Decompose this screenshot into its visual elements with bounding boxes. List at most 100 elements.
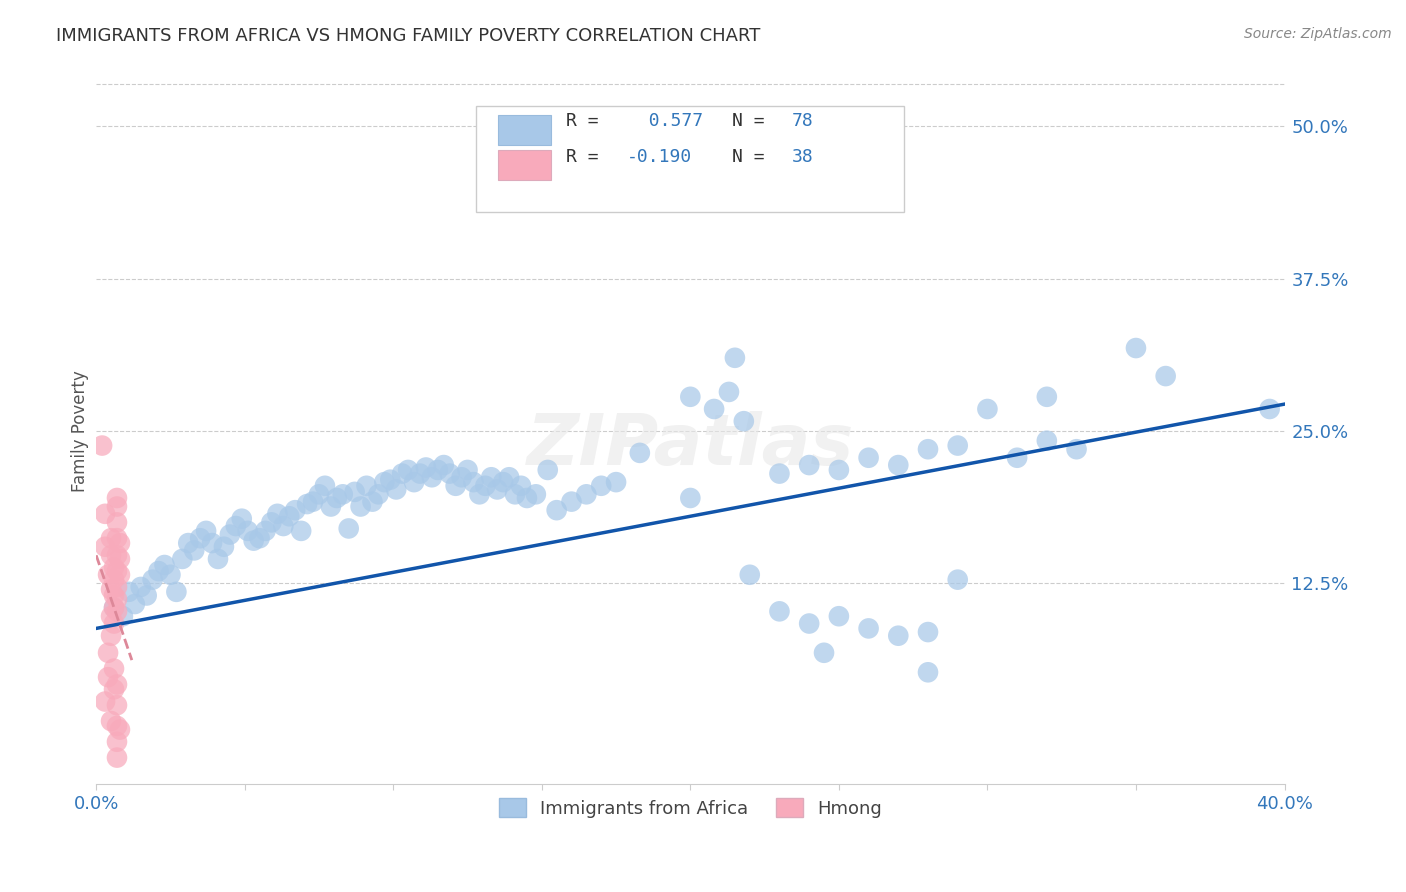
Point (367, 487, 389, 501)
Text: IMMIGRANTS FROM AFRICA VS HMONG FAMILY POVERTY CORRELATION CHART: IMMIGRANTS FROM AFRICA VS HMONG FAMILY P… (56, 27, 761, 45)
Point (1036, 390, 1059, 404)
Point (917, 665, 939, 680)
Point (183, 543, 205, 558)
Point (207, 552, 229, 566)
Point (1066, 442, 1088, 457)
Text: Source: ZipAtlas.com: Source: ZipAtlas.com (1244, 27, 1392, 41)
Point (946, 573, 969, 587)
Point (212, 540, 235, 554)
Point (105, 548, 128, 562)
Point (516, 491, 538, 505)
Point (91, 439, 114, 453)
Point (349, 500, 371, 514)
Point (105, 580, 128, 594)
Point (108, 536, 131, 550)
Point (105, 735, 128, 749)
Point (295, 497, 318, 511)
Point (103, 600, 125, 615)
Point (828, 463, 851, 477)
Point (337, 521, 360, 535)
Point (917, 625, 939, 640)
Point (105, 491, 128, 505)
Point (858, 621, 880, 635)
Point (1154, 369, 1177, 384)
Point (103, 662, 125, 676)
Point (628, 446, 651, 460)
Point (717, 384, 740, 399)
Point (103, 616, 125, 631)
Point (135, 589, 157, 603)
Point (326, 491, 349, 505)
Point (457, 463, 479, 477)
Point (105, 564, 128, 578)
Point (474, 479, 496, 493)
Point (468, 487, 491, 501)
Point (105, 500, 128, 514)
Point (703, 402, 725, 417)
Point (1258, 402, 1281, 417)
Point (254, 524, 277, 538)
Point (249, 531, 271, 545)
Text: 78: 78 (792, 112, 813, 130)
Point (108, 723, 131, 737)
Point (97, 646, 120, 660)
Point (420, 470, 443, 484)
Point (284, 503, 307, 517)
Point (433, 458, 456, 472)
Point (103, 589, 125, 603)
Point (129, 580, 152, 594)
Point (100, 548, 122, 562)
Point (332, 487, 354, 501)
Point (105, 516, 128, 530)
Point (343, 484, 366, 499)
Point (103, 600, 125, 615)
Text: ZIPatlas: ZIPatlas (527, 410, 853, 480)
Point (188, 531, 211, 545)
Point (976, 402, 998, 417)
Point (799, 458, 821, 472)
Point (858, 450, 880, 465)
Text: R =: R = (565, 147, 598, 166)
Point (308, 487, 330, 501)
Point (231, 512, 253, 526)
Point (314, 479, 336, 493)
Point (828, 609, 851, 624)
Point (738, 567, 761, 582)
Point (444, 479, 467, 493)
Point (105, 719, 128, 733)
Point (503, 487, 526, 501)
Point (361, 494, 384, 508)
Point (679, 390, 702, 404)
Point (124, 597, 146, 611)
Point (524, 487, 547, 501)
Point (118, 584, 141, 599)
Point (302, 494, 325, 508)
Point (679, 491, 702, 505)
Point (236, 524, 259, 538)
Point (105, 698, 128, 713)
Point (498, 470, 520, 484)
Point (380, 473, 402, 487)
Point (97, 567, 120, 582)
Bar (498, 115, 551, 145)
Point (492, 475, 515, 490)
Point (108, 567, 131, 582)
Point (225, 519, 247, 533)
Point (463, 475, 485, 490)
Text: 0.577: 0.577 (627, 112, 703, 130)
Point (396, 463, 419, 477)
Point (373, 475, 395, 490)
Point (100, 629, 122, 643)
Point (100, 609, 122, 624)
Point (1036, 434, 1059, 448)
Y-axis label: Family Poverty: Family Poverty (72, 370, 89, 491)
Point (605, 475, 627, 490)
Point (94, 694, 117, 708)
Point (546, 503, 568, 517)
Point (560, 494, 582, 508)
Point (165, 584, 187, 599)
Point (426, 463, 449, 477)
Point (887, 629, 910, 643)
Point (415, 460, 437, 475)
Point (479, 470, 502, 484)
